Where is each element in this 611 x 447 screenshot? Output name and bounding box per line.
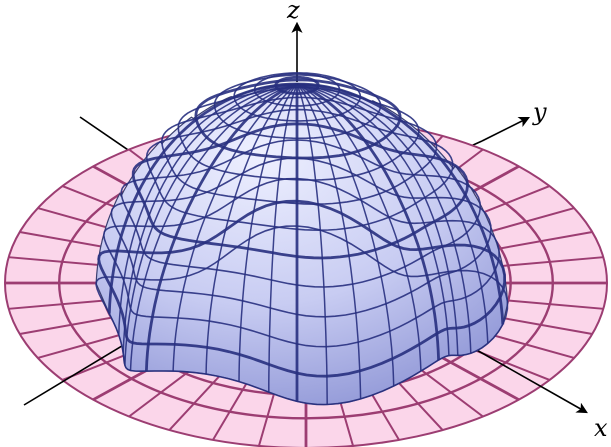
dome-meridian — [296, 83, 422, 372]
neg-x-axis-back — [79, 116, 135, 155]
dome-surface — [95, 72, 509, 406]
dome-meridian — [118, 83, 298, 336]
dome-meridian — [296, 82, 505, 325]
dome-meridian — [296, 83, 489, 344]
x-axis-label: x — [594, 414, 608, 442]
dome-meridian — [129, 83, 298, 371]
y-axis-label: y — [532, 98, 547, 126]
dome-meridian — [296, 83, 328, 405]
dome-meridian — [172, 83, 298, 372]
dome-meridian — [124, 83, 298, 366]
dome-meridian — [145, 82, 298, 372]
dome-meridian — [205, 83, 298, 375]
dome-meridian — [296, 83, 459, 356]
pos-y-axis — [481, 116, 531, 142]
dome-meridian — [238, 83, 298, 382]
dome-meridian — [296, 83, 395, 387]
dome-meridian — [122, 83, 298, 354]
dome-meridian — [107, 82, 298, 314]
z-axis-label: z — [286, 0, 300, 24]
dome-meridian — [296, 83, 450, 356]
dome-meridian — [296, 83, 472, 354]
dome-meridian — [296, 82, 440, 361]
dome-meridian — [296, 83, 362, 399]
dome-meridian — [268, 83, 298, 393]
